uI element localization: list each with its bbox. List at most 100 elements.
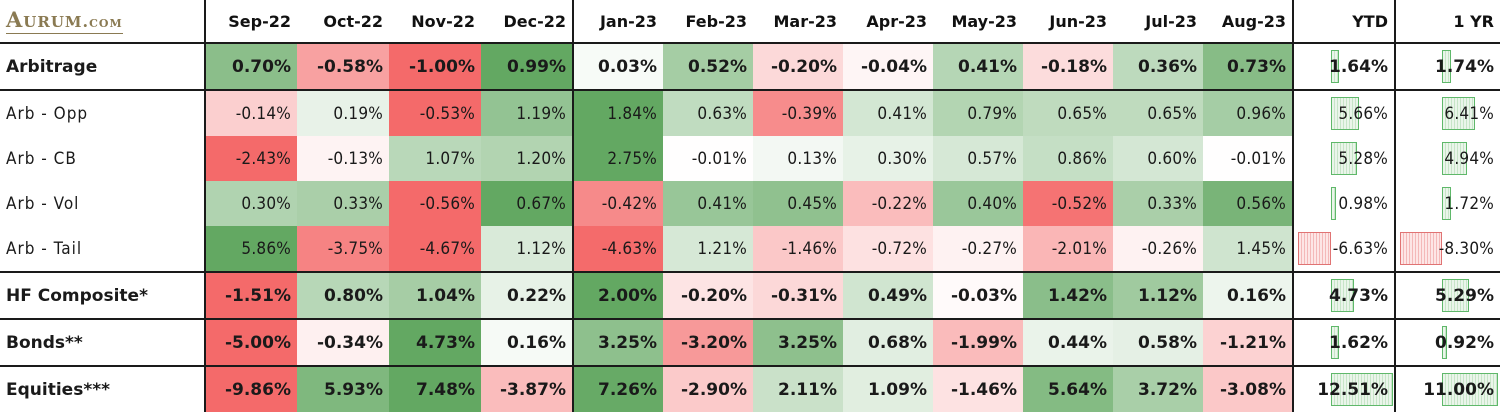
return-cell: 1.21% (663, 226, 753, 273)
ytd-value: 1.64% (1329, 56, 1388, 77)
aurum-logo: Aurum.com (6, 8, 123, 34)
table-row: Arbitrage 0.70% -0.58% -1.00% 0.99% 0.03% 0.52… (0, 43, 1500, 91)
return-cell: 0.22% (481, 272, 573, 320)
return-cell: 5.93% (297, 366, 389, 412)
ytd-value: 5.28% (1338, 148, 1388, 169)
logo-cell: Aurum.com (0, 0, 205, 44)
ytd-data-bar (1331, 373, 1393, 406)
return-cell: -1.46% (933, 366, 1023, 412)
ytd-cell: -6.63% (1292, 226, 1395, 273)
return-cell: -0.03% (933, 272, 1023, 320)
one-yr-cell: 11.00% (1394, 366, 1500, 412)
return-cell: 0.70% (204, 43, 297, 91)
return-cell: 0.44% (1023, 319, 1113, 367)
return-cell: 2.11% (753, 366, 843, 412)
row-label: Arbitrage (0, 43, 205, 91)
return-cell: 0.36% (1113, 43, 1203, 91)
return-cell: -2.43% (204, 136, 297, 181)
return-cell: -0.18% (1023, 43, 1113, 91)
ytd-data-bar (1331, 326, 1339, 359)
one-yr-data-bar (1442, 142, 1467, 175)
one-yr-value: 11.00% (1423, 379, 1494, 400)
return-cell: -0.53% (389, 90, 481, 136)
ytd-data-bar (1331, 279, 1354, 312)
ytd-value: 12.51% (1317, 379, 1388, 400)
one-yr-cell: -8.30% (1394, 226, 1500, 273)
return-cell: 0.13% (753, 136, 843, 181)
one-yr-value: 4.94% (1444, 148, 1494, 169)
return-cell: 5.64% (1023, 366, 1113, 412)
return-cell: 1.20% (481, 136, 573, 181)
return-cell: -2.01% (1023, 226, 1113, 273)
ytd-cell: 5.28% (1292, 136, 1395, 181)
one-yr-data-bar (1442, 279, 1469, 312)
return-cell: 0.96% (1203, 90, 1293, 136)
row-label: Equities*** (6, 379, 110, 400)
return-cell: 1.09% (843, 366, 933, 412)
return-cell: -0.26% (1113, 226, 1203, 273)
return-cell: -0.20% (753, 43, 843, 91)
one-yr-data-bar (1442, 50, 1451, 83)
return-cell: 3.25% (572, 319, 663, 367)
return-cell: -0.20% (663, 272, 753, 320)
return-cell: 0.16% (481, 319, 573, 367)
ytd-cell: 5.66% (1292, 90, 1395, 136)
return-cell: 0.68% (843, 319, 933, 367)
col-header-1yr: 1 YR (1394, 0, 1500, 44)
one-yr-value: 1.74% (1435, 56, 1494, 77)
return-cell: 7.26% (572, 366, 663, 412)
one-yr-data-bar (1442, 326, 1447, 359)
one-yr-cell: 1.74% (1394, 43, 1500, 91)
return-cell: -0.52% (1023, 181, 1113, 226)
one-yr-cell: 0.92% (1394, 319, 1500, 367)
return-cell: -0.34% (297, 319, 389, 367)
return-cell: 0.03% (572, 43, 663, 91)
ytd-cell: 4.73% (1292, 272, 1395, 320)
return-cell: 5.86% (204, 226, 297, 273)
return-cell: 0.33% (1113, 181, 1203, 226)
return-cell: 0.80% (297, 272, 389, 320)
return-cell: 0.30% (843, 136, 933, 181)
return-cell: -2.90% (663, 366, 753, 412)
return-cell: 0.40% (933, 181, 1023, 226)
return-cell: 2.00% (572, 272, 663, 320)
return-cell: 0.41% (843, 90, 933, 136)
ytd-cell: 1.62% (1292, 319, 1395, 367)
one-yr-data-bar (1400, 232, 1442, 265)
col-header-month: Aug-23 (1203, 0, 1293, 44)
ytd-data-bar (1331, 142, 1357, 175)
return-cell: 2.75% (572, 136, 663, 181)
one-yr-cell: 4.94% (1394, 136, 1500, 181)
return-cell: -0.14% (204, 90, 297, 136)
return-cell: 0.41% (933, 43, 1023, 91)
return-cell: -4.67% (389, 226, 481, 273)
col-header-month: Sep-22 (204, 0, 297, 44)
row-label: Arb - CB (6, 148, 77, 169)
return-cell: -0.27% (933, 226, 1023, 273)
table-row: Bonds** -5.00% -0.34% 4.73% 0.16% 3.25% -3.20%… (0, 319, 1500, 367)
return-cell: 0.57% (933, 136, 1023, 181)
row-label: Arb - Tail (0, 226, 205, 273)
return-cell: -3.75% (297, 226, 389, 273)
table-row: Equities*** -9.86% 5.93% 7.48% -3.87% 7.26% -2… (0, 366, 1500, 412)
ytd-data-bar (1331, 187, 1336, 220)
return-cell: -4.63% (572, 226, 663, 273)
return-cell: -1.46% (753, 226, 843, 273)
return-cell: 1.42% (1023, 272, 1113, 320)
table-row: Arb - CB -2.43% -0.13% 1.07% 1.20% 2.75% -0.01… (0, 136, 1500, 181)
return-cell: 0.86% (1023, 136, 1113, 181)
return-cell: -0.22% (843, 181, 933, 226)
return-cell: -5.00% (204, 319, 297, 367)
ytd-data-bar (1331, 97, 1359, 130)
ytd-value: 1.62% (1329, 332, 1388, 353)
return-cell: 1.07% (389, 136, 481, 181)
return-cell: 1.12% (1113, 272, 1203, 320)
return-cell: 0.45% (753, 181, 843, 226)
return-cell: -0.56% (389, 181, 481, 226)
return-cell: 0.30% (204, 181, 297, 226)
col-header-month: Jan-23 (572, 0, 663, 44)
ytd-value: 0.98% (1338, 193, 1388, 214)
return-cell: -9.86% (204, 366, 297, 412)
one-yr-data-bar (1442, 373, 1498, 406)
